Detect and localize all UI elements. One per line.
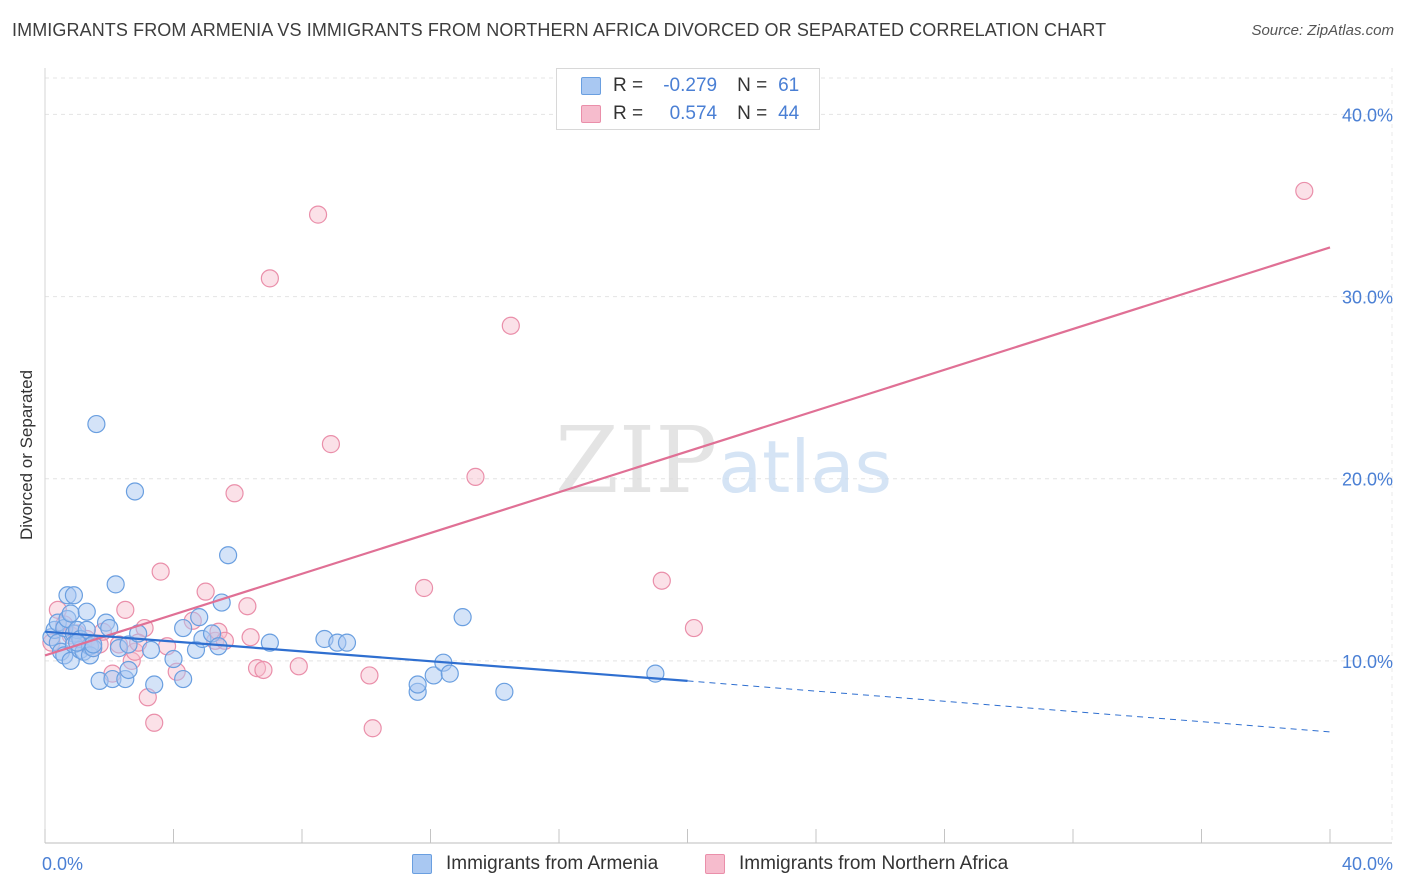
bottom-legend-swatch-northern-africa — [705, 854, 725, 874]
point-northern-africa — [414, 578, 434, 598]
trend-line-armenia-projection — [687, 680, 1331, 733]
point-armenia — [453, 608, 472, 627]
point-armenia — [260, 633, 279, 652]
point-northern-africa — [363, 719, 382, 738]
point-northern-africa — [196, 582, 215, 601]
point-armenia — [61, 604, 80, 623]
point-armenia — [337, 633, 357, 652]
legend-n-label: N = — [737, 75, 768, 96]
axes — [44, 68, 1393, 844]
trend-line-armenia — [44, 630, 688, 682]
y-tick-label-10: 10.0% — [1342, 652, 1393, 672]
point-northern-africa — [289, 657, 308, 676]
y-tick-label-20: 20.0% — [1342, 470, 1393, 490]
x-tick-label-max: 40.0% — [1342, 854, 1393, 874]
legend-n-value-armenia: 61 — [778, 75, 800, 96]
legend-swatch-northern-africa — [581, 105, 601, 123]
point-armenia — [64, 586, 84, 605]
point-armenia — [141, 640, 161, 660]
point-armenia — [119, 660, 138, 680]
trend-line-northern-africa — [44, 246, 1331, 657]
point-northern-africa — [360, 666, 379, 685]
point-northern-africa — [466, 467, 485, 486]
point-armenia — [495, 682, 514, 701]
point-armenia — [87, 414, 106, 434]
point-northern-africa — [501, 316, 520, 335]
gridlines — [45, 77, 1392, 662]
bottom-legend-label-armenia: Immigrants from Armenia — [446, 853, 659, 874]
point-armenia — [440, 664, 459, 683]
chart-title: IMMIGRANTS FROM ARMENIA VS IMMIGRANTS FR… — [12, 20, 1107, 40]
y-tick-labels: 10.0% 20.0% 30.0% 40.0% — [1342, 105, 1393, 671]
point-armenia — [174, 618, 193, 638]
bottom-legend-label-northern-africa: Immigrants from Northern Africa — [739, 853, 1009, 874]
legend-row-armenia: R = -0.279 N = 61 — [581, 73, 799, 99]
point-northern-africa — [145, 713, 164, 732]
correlation-legend: R = -0.279 N = 61 R = 0.574 N = 44 — [556, 68, 820, 130]
bottom-legend-swatch-armenia — [412, 854, 432, 874]
legend-r-label: R = — [613, 103, 644, 124]
watermark-zip: ZIP — [555, 407, 717, 514]
trend-lines — [44, 246, 1331, 733]
point-armenia — [408, 675, 427, 694]
legend-r-label: R = — [613, 75, 644, 96]
y-tick-label-40: 40.0% — [1342, 105, 1393, 125]
point-armenia — [145, 675, 164, 694]
point-northern-africa — [1295, 181, 1314, 201]
legend-row-northern-africa: R = 0.574 N = 44 — [581, 101, 799, 127]
y-tick-label-30: 30.0% — [1342, 288, 1393, 308]
watermark-atlas: atlas — [718, 425, 892, 509]
point-armenia — [190, 608, 209, 627]
point-northern-africa — [321, 435, 341, 454]
bottom-legend-northern-africa: Immigrants from Northern Africa — [705, 851, 1008, 877]
point-northern-africa — [116, 600, 135, 619]
legend-r-value-northern-africa: 0.574 — [669, 103, 718, 124]
point-armenia — [77, 602, 96, 621]
point-northern-africa — [652, 571, 671, 590]
legend-swatch-armenia — [581, 77, 601, 95]
point-northern-africa — [254, 660, 273, 680]
point-northern-africa — [225, 484, 244, 503]
point-northern-africa — [308, 205, 328, 224]
point-armenia — [164, 649, 183, 669]
source-credit: Source: ZipAtlas.com — [1251, 22, 1394, 39]
point-northern-africa — [260, 269, 279, 288]
point-northern-africa — [151, 562, 170, 581]
legend-n-label: N = — [737, 103, 768, 124]
point-northern-africa — [247, 659, 267, 678]
x-tick-labels: 0.0% 40.0% — [42, 854, 1393, 874]
legend-n-value-northern-africa: 44 — [778, 103, 800, 124]
x-tick-label-min: 0.0% — [42, 854, 83, 874]
point-armenia — [125, 482, 145, 501]
point-armenia — [219, 546, 238, 565]
point-northern-africa — [684, 618, 704, 638]
point-armenia — [174, 669, 193, 689]
point-northern-africa — [238, 597, 257, 616]
point-northern-africa — [241, 628, 260, 647]
legend-r-value-armenia: -0.279 — [663, 75, 718, 96]
point-armenia — [106, 575, 125, 594]
bottom-legend-armenia: Immigrants from Armenia — [412, 851, 658, 877]
